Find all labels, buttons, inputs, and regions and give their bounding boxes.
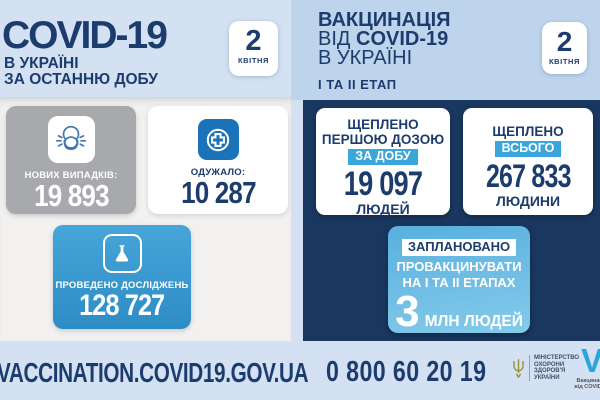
planned-value: 3	[395, 287, 420, 336]
tests-label: ПРОВЕДЕНО ДОСЛІДЖЕНЬ	[55, 280, 189, 291]
sneezing-person-icon	[47, 116, 95, 163]
v-logo-caption: Вакцинація від COVID-19	[569, 378, 600, 390]
recovered-card: ОДУЖАЛО: 10 287	[148, 106, 288, 214]
left-subtitle-2: ЗА ОСТАННЮ ДОБУ	[4, 71, 158, 88]
ministry-name: МІНІСТЕРСТВО ОХОРОНИ ЗДОРОВ'Я УКРАЇНИ	[534, 355, 579, 381]
vaccination-title-line1: ВАКЦИНАЦІЯ	[318, 9, 451, 31]
date-badge-right: 2 КВІТНЯ	[542, 22, 587, 74]
planned-unit: МЛН ЛЮДЕЙ	[424, 313, 523, 330]
line2-prefix: ВІД	[318, 28, 356, 50]
vaccination-v-logo: V✔ Вакцинація від COVID-19	[569, 342, 600, 390]
total-line1: ЩЕПЛЕНО	[492, 124, 564, 139]
page-title: COVID-19	[2, 14, 168, 57]
ministry-line: ЗДОРОВ'Я	[534, 368, 566, 374]
tests-card: ПРОВЕДЕНО ДОСЛІДЖЕНЬ 128 727	[53, 225, 191, 329]
ministry-line: ОХОРОНИ	[534, 361, 565, 368]
date-badge-left: 2 КВІТНЯ	[229, 21, 278, 76]
logo-divider	[529, 355, 530, 381]
date-day: 2	[556, 26, 573, 57]
website-url: VACCINATION.COVID19.GOV.UA	[0, 357, 309, 388]
new-cases-value: 19 893	[33, 178, 109, 213]
planned-card: ЗАПЛАНОВАНО ПРОВАКЦИНУВАТИ НА І ТА ІІ ЕТ…	[388, 226, 530, 336]
recovered-label: ОДУЖАЛО:	[190, 167, 246, 178]
medical-cross-icon	[197, 119, 239, 160]
total-unit: ЛЮДИНИ	[495, 193, 561, 209]
vaccination-title: ВАКЦИНАЦІЯ ВІД COVID-19 В УКРАЇНІ І ТА І…	[318, 9, 451, 94]
first-dose-line1: ЩЕПЛЕНО	[347, 117, 419, 132]
v-caption-line2: від COVID-19	[574, 384, 600, 390]
total-value: 267 833	[485, 158, 572, 194]
ministry-of-health-logo: МІНІСТЕРСТВО ОХОРОНИ ЗДОРОВ'Я УКРАЇНИ	[512, 355, 579, 381]
ministry-line: МІНІСТЕРСТВО	[534, 355, 580, 361]
total-vaccinated-card: ЩЕПЛЕНО ВСЬОГО 267 833 ЛЮДИНИ	[463, 108, 593, 215]
first-dose-value: 19 097	[343, 165, 423, 203]
date-month: КВІТНЯ	[237, 56, 270, 65]
date-month: КВІТНЯ	[548, 57, 581, 66]
recovered-value: 10 287	[180, 175, 256, 210]
ministry-line: УКРАЇНИ	[534, 374, 560, 381]
first-dose-line2: ПЕРШОЮ ДОЗОЮ	[321, 132, 445, 147]
new-cases-card: НОВИХ ВИПАДКІВ: 19 893	[6, 106, 136, 214]
planned-line2: ПРОВАКЦИНУВАТИ	[396, 259, 522, 274]
hotline-phone: 0 800 60 20 19	[326, 356, 487, 388]
line2-covid: COVID-19	[356, 28, 449, 50]
vaccination-title-line2: ВІД COVID-19	[318, 28, 451, 50]
lab-flask-icon	[102, 234, 142, 273]
vaccination-stage-label: І ТА ІІ ЕТАП	[318, 77, 397, 92]
date-day: 2	[245, 25, 262, 57]
left-subtitle-1: В УКРАЇНІ	[4, 55, 79, 72]
trident-icon	[513, 359, 524, 378]
first-dose-card: ЩЕПЛЕНО ПЕРШОЮ ДОЗОЮ ЗА ДОБУ 19 097 ЛЮДЕ…	[316, 108, 450, 217]
first-dose-unit: ЛЮДЕЙ	[356, 201, 410, 217]
planned-line3: НА І ТА ІІ ЕТАПАХ	[402, 275, 516, 290]
planned-chip: ЗАПЛАНОВАНО	[401, 239, 517, 256]
tests-value: 128 727	[79, 289, 165, 322]
v-logo-letter: V✔	[580, 342, 600, 379]
v-caption-line1: Вакцинація	[576, 378, 600, 384]
first-dose-chip: ЗА ДОБУ	[348, 149, 418, 165]
total-chip: ВСЬОГО	[494, 141, 562, 157]
vaccination-title-line3: В УКРАЇНІ	[318, 47, 413, 69]
planned-value-row: 3 МЛН ЛЮДЕЙ	[395, 287, 523, 336]
new-cases-label: НОВИХ ВИПАДКІВ:	[24, 170, 118, 181]
